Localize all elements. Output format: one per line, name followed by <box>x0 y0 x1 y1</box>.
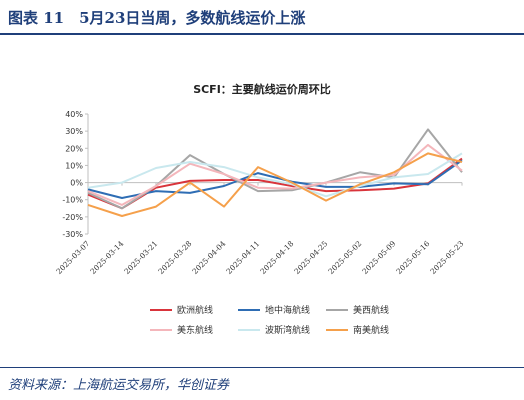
legend-label: 南美航线 <box>353 326 390 336</box>
x-tick-label: 2025-05-16 <box>394 239 431 276</box>
legend-swatch <box>150 328 172 331</box>
legend-swatch <box>326 308 348 311</box>
legend-item: 南美航线 <box>326 323 389 336</box>
x-tick-label: 2025-05-23 <box>428 239 465 276</box>
legend-label: 波斯湾航线 <box>265 326 311 336</box>
series-line-3 <box>87 128 463 210</box>
series-line-5 <box>87 152 463 198</box>
legend-label: 地中海航线 <box>265 306 311 316</box>
chart-series <box>87 128 463 217</box>
chart-axes: -30%-20%-10%0%10%20%30%40%2025-03-072025… <box>54 110 465 276</box>
x-tick-label: 2025-04-25 <box>292 239 329 276</box>
x-tick-label: 2025-04-18 <box>258 239 295 276</box>
x-tick-label: 2025-05-02 <box>326 239 363 276</box>
legend-swatch <box>326 328 348 331</box>
x-tick-label: 2025-04-11 <box>224 239 261 276</box>
legend-item: 波斯湾航线 <box>238 323 310 336</box>
source-rule <box>0 367 524 368</box>
x-tick-label: 2025-03-21 <box>122 239 159 276</box>
legend-label: 美东航线 <box>177 326 214 336</box>
x-tick-label: 2025-03-07 <box>54 239 91 276</box>
series-line-1 <box>87 157 463 210</box>
figure-title: 图表 11 5月23日当周，多数航线运价上涨 <box>8 9 306 27</box>
series-line-2 <box>87 159 463 199</box>
y-tick-label: -30% <box>62 230 83 239</box>
legend-label: 欧洲航线 <box>177 306 214 316</box>
y-tick-label: 40% <box>65 110 83 119</box>
y-tick-label: -20% <box>62 213 83 222</box>
y-tick-label: 30% <box>65 127 83 136</box>
legend-swatch <box>238 308 260 311</box>
legend-label: 美西航线 <box>353 306 390 316</box>
y-tick-label: 20% <box>65 144 83 153</box>
series-line-6 <box>87 152 463 217</box>
legend-swatch <box>150 308 172 311</box>
legend-item: 美东航线 <box>150 323 213 336</box>
x-tick-label: 2025-04-04 <box>190 239 227 276</box>
legend-swatch <box>238 328 260 331</box>
legend-item: 美西航线 <box>326 303 389 316</box>
y-tick-label: -10% <box>62 196 83 205</box>
legend-item: 地中海航线 <box>238 303 310 316</box>
x-tick-label: 2025-03-28 <box>156 239 193 276</box>
x-tick-label: 2025-05-09 <box>360 239 397 276</box>
legend-item: 欧洲航线 <box>150 303 213 316</box>
chart-title: SCFI：主要航线运价周环比 <box>193 82 331 96</box>
x-tick-label: 2025-03-14 <box>88 239 125 276</box>
y-tick-label: 10% <box>65 161 83 170</box>
y-tick-label: 0% <box>70 179 83 188</box>
source-note: 资料来源：上海航运交易所，华创证券 <box>8 378 230 393</box>
title-rule <box>0 33 524 35</box>
